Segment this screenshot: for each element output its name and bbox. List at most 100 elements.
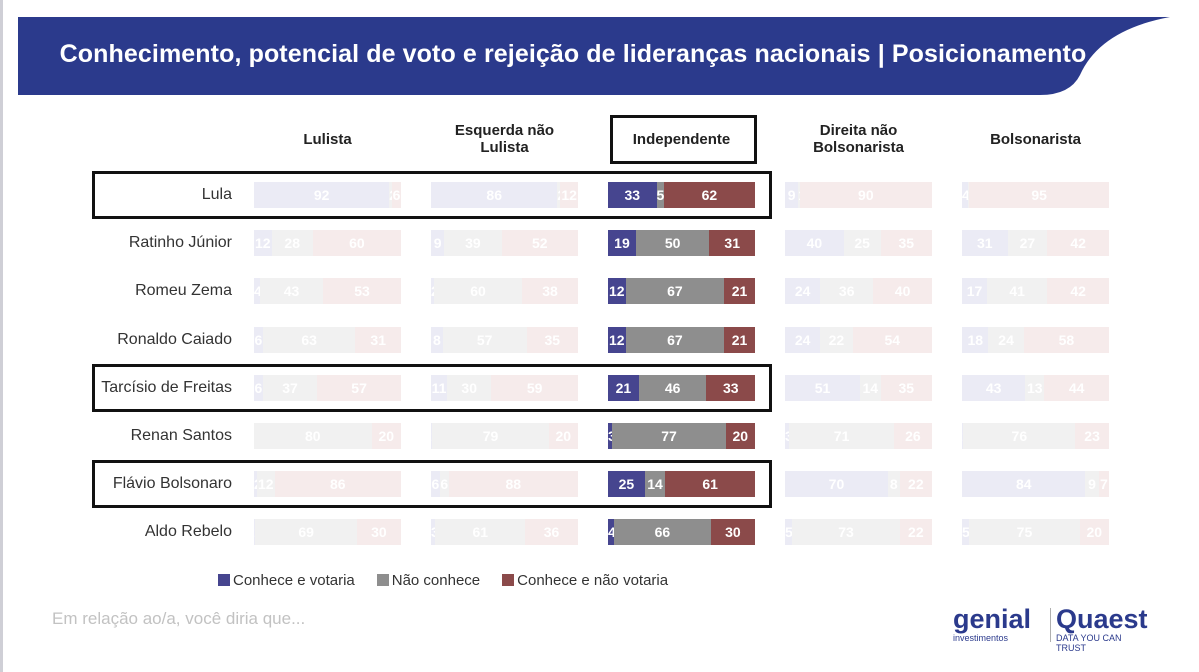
bar-romeu-zema-independente-conhece-e-votaria: 12 bbox=[608, 278, 626, 304]
bar-aldo-rebelo-bolsonarista-conhece-e-nao-votaria: 20 bbox=[1079, 519, 1109, 545]
bar-ratinho-junior-independente-conhece-e-nao-votaria: 31 bbox=[709, 230, 755, 256]
bar-ratinho-junior-lulista-nao-conhece: 28 bbox=[271, 230, 313, 256]
bar-romeu-zema-direita-nao-bolsonarista-conhece-e-nao-votaria: 40 bbox=[873, 278, 932, 304]
bar-ratinho-junior-direita-nao-bolsonarista-nao-conhece: 25 bbox=[843, 230, 881, 256]
bar-flavio-bolsonaro-direita-nao-bolsonarista-conhece-e-nao-votaria: 22 bbox=[899, 471, 932, 497]
bar-romeu-zema-bolsonarista-nao-conhece: 41 bbox=[986, 278, 1048, 304]
bar-aldo-rebelo-direita-nao-bolsonarista-conhece-e-votaria: 5 bbox=[785, 519, 793, 545]
bar-ronaldo-caiado-esquerda-nao-lulista-conhece-e-nao-votaria: 35 bbox=[526, 327, 578, 353]
bar-romeu-zema-bolsonarista-conhece-e-nao-votaria: 42 bbox=[1047, 278, 1109, 304]
legend-swatch bbox=[502, 574, 515, 586]
bar-tarcisio-de-freitas-lulista-nao-conhece: 37 bbox=[262, 375, 318, 401]
legend-swatch bbox=[376, 574, 389, 586]
legend-label: Conhece e votaria bbox=[233, 571, 355, 589]
bar-romeu-zema-independente-conhece-e-nao-votaria: 21 bbox=[724, 278, 755, 304]
page-title: Conhecimento, potencial de voto e rejeiç… bbox=[59, 40, 1087, 68]
bar-lula-independente-conhece-e-nao-votaria: 62 bbox=[663, 182, 755, 208]
bar-tarcisio-de-freitas-direita-nao-bolsonarista-nao-conhece: 14 bbox=[859, 375, 881, 401]
bar-aldo-rebelo-esquerda-nao-lulista-nao-conhece: 61 bbox=[435, 519, 526, 545]
row-label-romeu-zema: Romeu Zema bbox=[135, 282, 232, 299]
legend-item-conhece-e-nao-votaria: Conhece e não votaria bbox=[502, 572, 668, 589]
bar-romeu-zema-lulista-conhece-e-votaria: 4 bbox=[254, 278, 262, 304]
bar-ratinho-junior-bolsonarista-conhece-e-nao-votaria: 42 bbox=[1047, 230, 1109, 256]
bar-ratinho-junior-bolsonarista-conhece-e-votaria: 31 bbox=[962, 230, 1008, 256]
bar-romeu-zema-lulista-conhece-e-nao-votaria: 53 bbox=[323, 278, 401, 304]
bar-romeu-zema-lulista-nao-conhece: 43 bbox=[259, 278, 324, 304]
bar-renan-santos-independente-nao-conhece: 77 bbox=[612, 423, 726, 449]
bar-flavio-bolsonaro-lulista-nao-conhece: 12 bbox=[256, 471, 275, 497]
bar-ratinho-junior-independente-conhece-e-votaria: 19 bbox=[608, 230, 636, 256]
bar-ratinho-junior-bolsonarista-nao-conhece: 27 bbox=[1007, 230, 1048, 256]
bar-ratinho-junior-lulista-conhece-e-votaria: 12 bbox=[254, 230, 272, 256]
bar-aldo-rebelo-lulista-nao-conhece: 69 bbox=[255, 519, 357, 545]
bar-aldo-rebelo-independente-conhece-e-votaria: 4 bbox=[608, 519, 616, 545]
bar-tarcisio-de-freitas-bolsonarista-conhece-e-nao-votaria: 44 bbox=[1044, 375, 1109, 401]
bar-aldo-rebelo-independente-nao-conhece: 66 bbox=[613, 519, 711, 545]
bar-aldo-rebelo-direita-nao-bolsonarista-nao-conhece: 73 bbox=[792, 519, 900, 545]
bar-aldo-rebelo-bolsonarista-conhece-e-votaria: 5 bbox=[962, 519, 970, 545]
bar-lula-lulista-conhece-e-nao-votaria: 6 bbox=[392, 182, 401, 208]
legend: Conhece e votaria Não conhece Conhece e nã… bbox=[218, 570, 690, 590]
column-header-direita-nao-bolsonarista: Direita não Bolsonarista bbox=[813, 122, 904, 156]
bar-ronaldo-caiado-esquerda-nao-lulista-conhece-e-votaria: 8 bbox=[431, 327, 443, 353]
quaest-logo-sub: DATA YOU CAN TRUST bbox=[1056, 633, 1122, 653]
bar-aldo-rebelo-lulista-conhece-e-nao-votaria: 30 bbox=[356, 519, 401, 545]
row-label-ratinho-junior: Ratinho Júnior bbox=[128, 234, 232, 251]
legend-label: Conhece e não votaria bbox=[517, 571, 669, 589]
highlight-box-flavio-bolsonaro bbox=[92, 460, 772, 508]
bar-flavio-bolsonaro-bolsonarista-conhece-e-nao-votaria: 7 bbox=[1098, 471, 1109, 497]
bar-ronaldo-caiado-independente-nao-conhece: 67 bbox=[625, 327, 725, 353]
bar-renan-santos-direita-nao-bolsonarista-conhece-e-votaria: 3 bbox=[785, 423, 793, 449]
row-label-aldo-rebelo: Aldo Rebelo bbox=[144, 523, 232, 540]
bar-tarcisio-de-freitas-esquerda-nao-lulista-conhece-e-votaria: 11 bbox=[431, 375, 448, 401]
bar-ronaldo-caiado-bolsonarista-conhece-e-votaria: 18 bbox=[962, 327, 989, 353]
bar-tarcisio-de-freitas-independente-nao-conhece: 46 bbox=[638, 375, 707, 401]
bar-aldo-rebelo-esquerda-nao-lulista-conhece-e-votaria: 3 bbox=[431, 519, 439, 545]
bar-tarcisio-de-freitas-bolsonarista-conhece-e-votaria: 43 bbox=[962, 375, 1026, 401]
row-label-tarcisio-de-freitas: Tarcísio de Freitas bbox=[101, 379, 232, 396]
genial-logo-sub: investimentos bbox=[953, 633, 1009, 643]
bar-ronaldo-caiado-direita-nao-bolsonarista-nao-conhece: 22 bbox=[820, 327, 853, 353]
bar-lula-bolsonarista-conhece-e-nao-votaria: 95 bbox=[969, 182, 1109, 208]
bar-ratinho-junior-lulista-conhece-e-nao-votaria: 60 bbox=[312, 230, 401, 256]
column-header-bolsonarista: Bolsonarista bbox=[990, 130, 1081, 148]
bar-lula-independente-nao-conhece: 5 bbox=[656, 182, 664, 208]
footnote: Em relação ao/a, você diria que... bbox=[52, 609, 306, 628]
bar-romeu-zema-esquerda-nao-lulista-nao-conhece: 60 bbox=[433, 278, 523, 304]
bar-aldo-rebelo-bolsonarista-nao-conhece: 75 bbox=[969, 519, 1080, 545]
header-banner: Conhecimento, potencial de voto e rejeiç… bbox=[0, 0, 1199, 100]
bar-romeu-zema-esquerda-nao-lulista-conhece-e-nao-votaria: 38 bbox=[522, 278, 578, 304]
bar-flavio-bolsonaro-lulista-conhece-e-nao-votaria: 86 bbox=[274, 471, 401, 497]
bar-ronaldo-caiado-bolsonarista-conhece-e-nao-votaria: 58 bbox=[1023, 327, 1109, 353]
row-label-lula: Lula bbox=[201, 186, 232, 203]
bar-ronaldo-caiado-bolsonarista-nao-conhece: 24 bbox=[988, 327, 1024, 353]
row-label-flavio-bolsonaro: Flávio Bolsonaro bbox=[112, 475, 232, 492]
bar-romeu-zema-bolsonarista-conhece-e-votaria: 17 bbox=[962, 278, 987, 304]
left-edge-line bbox=[0, 0, 3, 672]
highlight-box-independente bbox=[610, 115, 757, 164]
bar-tarcisio-de-freitas-lulista-conhece-e-nao-votaria: 57 bbox=[317, 375, 401, 401]
bar-renan-santos-bolsonarista-nao-conhece: 76 bbox=[963, 423, 1076, 449]
quaest-logo-name: Quaest bbox=[1056, 604, 1148, 634]
bar-ronaldo-caiado-lulista-conhece-e-votaria: 6 bbox=[254, 327, 263, 353]
bar-romeu-zema-independente-nao-conhece: 67 bbox=[625, 278, 725, 304]
bar-romeu-zema-direita-nao-bolsonarista-conhece-e-votaria: 24 bbox=[785, 278, 821, 304]
bar-ronaldo-caiado-esquerda-nao-lulista-nao-conhece: 57 bbox=[442, 327, 527, 353]
bar-tarcisio-de-freitas-direita-nao-bolsonarista-conhece-e-votaria: 51 bbox=[785, 375, 860, 401]
bar-lula-bolsonarista-conhece-e-votaria: 4 bbox=[962, 182, 970, 208]
bar-ronaldo-caiado-lulista-conhece-e-nao-votaria: 31 bbox=[355, 327, 401, 353]
bar-tarcisio-de-freitas-independente-conhece-e-nao-votaria: 33 bbox=[706, 375, 755, 401]
bar-flavio-bolsonaro-independente-conhece-e-nao-votaria: 61 bbox=[665, 471, 755, 497]
bar-renan-santos-independente-conhece-e-nao-votaria: 20 bbox=[725, 423, 755, 449]
bar-ratinho-junior-direita-nao-bolsonarista-conhece-e-nao-votaria: 35 bbox=[880, 230, 932, 256]
bar-ratinho-junior-independente-nao-conhece: 50 bbox=[635, 230, 710, 256]
bar-flavio-bolsonaro-esquerda-nao-lulista-conhece-e-votaria: 6 bbox=[431, 471, 440, 497]
bar-lula-lulista-conhece-e-votaria: 92 bbox=[254, 182, 390, 208]
bar-renan-santos-esquerda-nao-lulista-conhece-e-nao-votaria: 20 bbox=[548, 423, 578, 449]
bar-tarcisio-de-freitas-esquerda-nao-lulista-conhece-e-nao-votaria: 59 bbox=[491, 375, 578, 401]
bar-lula-direita-nao-bolsonarista-conhece-e-nao-votaria: 90 bbox=[799, 182, 932, 208]
column-header-esquerda-nao-lulista: Esquerda não Lulista bbox=[454, 122, 555, 156]
bar-renan-santos-bolsonarista-conhece-e-nao-votaria: 23 bbox=[1075, 423, 1109, 449]
bar-renan-santos-lulista-nao-conhece: 80 bbox=[254, 423, 372, 449]
bar-flavio-bolsonaro-esquerda-nao-lulista-conhece-e-nao-votaria: 88 bbox=[448, 471, 578, 497]
